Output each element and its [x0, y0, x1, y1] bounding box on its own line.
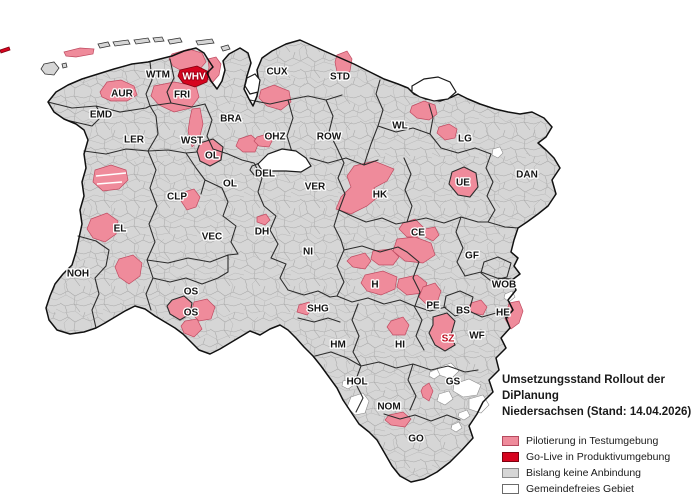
legend-row-pilot: Pilotierung in Testumgebung	[502, 433, 698, 449]
legend-label-pilot: Pilotierung in Testumgebung	[526, 435, 659, 447]
region-label-aur: AUR	[111, 89, 133, 100]
region-label-cux: CUX	[266, 67, 287, 78]
region-label-hi: HI	[395, 340, 405, 351]
region-label-del: DEL	[255, 169, 275, 180]
region-label-ol: OL	[223, 179, 237, 190]
region-label-gf: GF	[465, 251, 479, 262]
golive-color-swatch	[502, 452, 519, 462]
region-label-os: OS	[184, 308, 199, 319]
region-label-row: ROW	[317, 132, 342, 143]
region-label-wl: WL	[392, 121, 408, 132]
region-label-el: EL	[114, 224, 127, 235]
region-label-ohz: OHZ	[264, 132, 285, 143]
region-label-wtm: WTM	[146, 70, 170, 81]
legend-items: Pilotierung in Testumgebung Go-Live in P…	[502, 433, 698, 495]
region-label-hm: HM	[330, 340, 346, 351]
bremen-enclave	[257, 148, 312, 173]
legend-title-line1: Umsetzungsstand Rollout der DiPlanung	[502, 374, 665, 402]
region-label-ue: UE	[456, 178, 470, 189]
legend-title-line2: Niedersachsen (Stand: 14.04.2026)	[502, 406, 692, 418]
region-label-wob: WOB	[492, 280, 516, 291]
legend-row-golive: Go-Live in Produktivumgebung	[502, 449, 698, 465]
region-label-dan: DAN	[516, 170, 538, 181]
region-label-fri: FRI	[174, 90, 190, 101]
legend-row-none: Bislang keine Anbindung	[502, 465, 698, 481]
region-labels: WTM WHV AUR FRI EMD LER BRA CUX STD OHZ ROW WL LG DAN…	[66, 65, 540, 446]
region-label-pe: PE	[426, 301, 440, 312]
region-label-clp: CLP	[167, 192, 187, 203]
region-label-ver: VER	[305, 182, 326, 193]
legend-row-free: Gemeindefreies Gebiet	[502, 481, 698, 495]
region-label-dh: DH	[255, 227, 269, 238]
islands	[40, 36, 231, 76]
region-label-ol: OL	[205, 151, 219, 162]
region-label-wf: WF	[469, 331, 485, 342]
region-label-gs: GS	[446, 377, 461, 388]
region-label-bs: BS	[456, 306, 470, 317]
region-label-he: HE	[496, 308, 510, 319]
region-label-nom: NOM	[377, 402, 400, 413]
region-label-hol: HOL	[346, 377, 367, 388]
free-areas	[341, 146, 516, 433]
region-label-sz: SZ	[442, 334, 455, 345]
region-label-go: GO	[408, 434, 424, 445]
region-label-noh: NOH	[67, 269, 89, 280]
region-label-ni: NI	[303, 247, 313, 258]
golive-areas	[0, 46, 210, 88]
district-borders	[47, 58, 519, 422]
region-label-os: OS	[184, 287, 199, 298]
legend-label-free: Gemeindefreies Gebiet	[526, 483, 634, 495]
region-label-ce: CE	[411, 228, 425, 239]
region-label-wst: WST	[181, 136, 203, 147]
region-label-hk: HK	[373, 190, 388, 201]
region-label-ler: LER	[124, 135, 145, 146]
region-label-whv: WHV	[182, 72, 206, 83]
region-label-h: H	[371, 280, 378, 291]
legend-label-none: Bislang keine Anbindung	[526, 467, 642, 479]
region-label-lg: LG	[458, 134, 472, 145]
region-label-std: STD	[330, 72, 350, 83]
legend-label-golive: Go-Live in Produktivumgebung	[526, 451, 671, 463]
region-label-shg: SHG	[307, 304, 329, 315]
none-color-swatch	[502, 468, 519, 478]
free-color-swatch	[502, 484, 519, 494]
municipal-mesh	[46, 40, 560, 482]
bremerhaven-enclave	[244, 73, 261, 95]
hamburg-enclave	[411, 76, 457, 102]
enclaves	[244, 73, 457, 173]
region-label-emd: EMD	[90, 110, 112, 121]
legend: Umsetzungsstand Rollout der DiPlanung Ni…	[502, 372, 698, 495]
region-label-bra: BRA	[220, 114, 242, 125]
pilot-color-swatch	[502, 436, 519, 446]
region-label-vec: VEC	[202, 232, 223, 243]
